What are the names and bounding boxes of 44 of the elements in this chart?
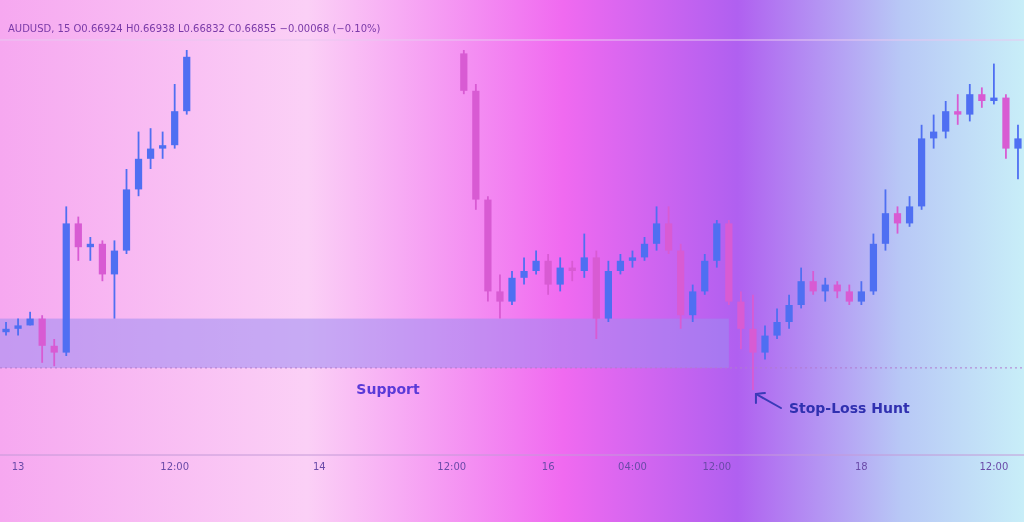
candlestick [797,266,805,310]
x-tick-label: 12:00 [437,461,467,472]
candlestick [749,293,757,391]
x-tick-label: 04:00 [618,461,647,472]
x-tick-label: 13 [11,461,25,472]
candlestick [159,130,167,160]
candlestick [905,195,914,228]
x-tick-label: 16 [541,461,555,472]
candlestick [942,100,950,140]
candlestick [520,256,528,286]
candlestick [640,236,649,262]
candlestick [556,256,564,293]
chart-title: AUDUSD, 15 O0.66924 H0.66938 L0.66832 C0.66855 −0.00068 (−0.10%) [8,23,381,34]
candlestick [1014,123,1022,181]
x-tick-label: 12:00 [160,461,190,472]
x-tick-label: 12:00 [702,461,732,472]
candlestick [845,283,853,306]
candlestick [496,273,504,320]
candlestick [50,338,58,368]
candlestick [532,249,540,276]
band-label: Support [356,380,420,397]
candlestick [652,205,661,252]
candlestick [2,321,10,337]
candlestick [785,293,793,330]
candlestick [544,253,552,296]
candlestick [689,283,697,323]
candlestick [146,127,155,170]
candlestick [508,270,516,306]
candlestick [580,232,588,279]
candlestick [978,86,986,109]
candlestick [616,253,625,276]
x-tick-label: 18 [855,461,868,472]
candlestick [761,324,769,361]
x-tick-label: 14 [312,461,326,472]
candlestick [954,93,962,126]
candlestick [857,280,865,306]
candlestick [74,215,82,262]
candlestick [809,270,817,296]
candlestick [966,83,974,123]
x-tick-label: 12:00 [979,461,1009,472]
candlestick [110,239,119,320]
candlestick [893,205,902,235]
text: Stop-Loss Hunt [788,400,910,416]
candlestick [773,307,781,340]
